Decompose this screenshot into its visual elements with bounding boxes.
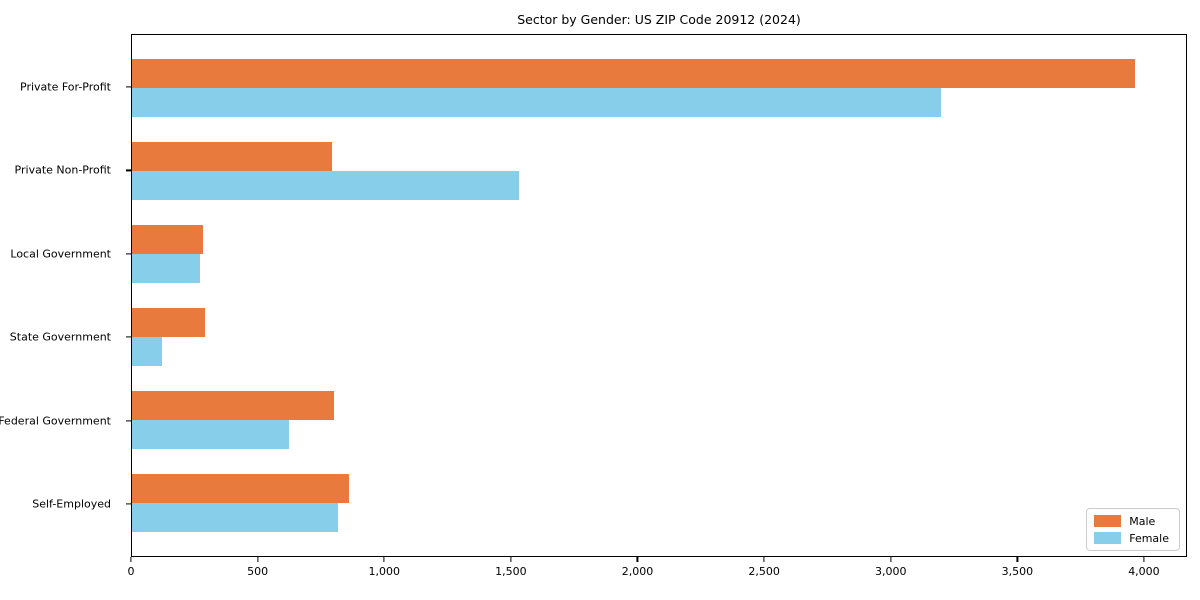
y-axis-category-label: Private Non-Profit xyxy=(14,163,111,177)
x-tick-label: 0 xyxy=(127,565,135,578)
bar-female-1 xyxy=(132,87,941,117)
x-tick-mark xyxy=(890,557,892,562)
y-axis-category-label: State Government xyxy=(9,330,111,344)
bar-male-6 xyxy=(132,474,350,504)
x-tick-mark xyxy=(510,557,512,562)
y-axis-category-label: Federal Government xyxy=(0,414,111,428)
bar-male-5 xyxy=(132,391,335,421)
legend-swatch-male xyxy=(1094,515,1122,527)
x-tick-label: 4,000 xyxy=(1128,565,1160,578)
legend-entry-male: Male xyxy=(1094,515,1169,527)
x-tick-mark xyxy=(130,557,132,562)
x-tick-label: 2,500 xyxy=(748,565,780,578)
legend-label: Male xyxy=(1129,514,1156,528)
x-tick-label: 3,000 xyxy=(874,565,907,578)
x-tick-mark xyxy=(1143,557,1145,562)
legend-entry-female: Female xyxy=(1094,532,1169,544)
x-tick-label: 2,000 xyxy=(621,565,654,578)
bar-male-4 xyxy=(132,307,206,338)
bar-female-6 xyxy=(132,503,338,533)
x-tick-mark xyxy=(1016,557,1018,562)
y-axis-category-label: Private For-Profit xyxy=(20,80,111,94)
x-tick-mark xyxy=(257,557,259,562)
plot-area: Male Female xyxy=(131,34,1187,557)
legend: Male Female xyxy=(1086,508,1180,551)
bar-male-1 xyxy=(132,58,1136,88)
x-tick-label: 1,500 xyxy=(495,565,527,578)
x-tick-label: 500 xyxy=(247,565,269,578)
y-axis-category-label: Local Government xyxy=(10,247,111,261)
chart-title: Sector by Gender: US ZIP Code 20912 (202… xyxy=(517,12,801,27)
y-axis-category-label: Self-Employed xyxy=(32,497,111,511)
x-tick-mark xyxy=(763,557,765,562)
x-tick-label: 1,000 xyxy=(368,565,400,578)
bar-female-3 xyxy=(132,253,201,284)
bar-male-2 xyxy=(132,141,332,171)
bar-female-2 xyxy=(132,170,519,200)
x-tick-label: 3,500 xyxy=(1001,565,1034,578)
x-tick-mark xyxy=(636,557,639,562)
bar-female-4 xyxy=(132,337,163,367)
x-tick-mark xyxy=(383,557,385,562)
legend-swatch-female xyxy=(1094,532,1122,544)
bar-male-3 xyxy=(132,224,203,254)
legend-label: Female xyxy=(1129,531,1169,545)
bar-female-5 xyxy=(132,420,289,450)
